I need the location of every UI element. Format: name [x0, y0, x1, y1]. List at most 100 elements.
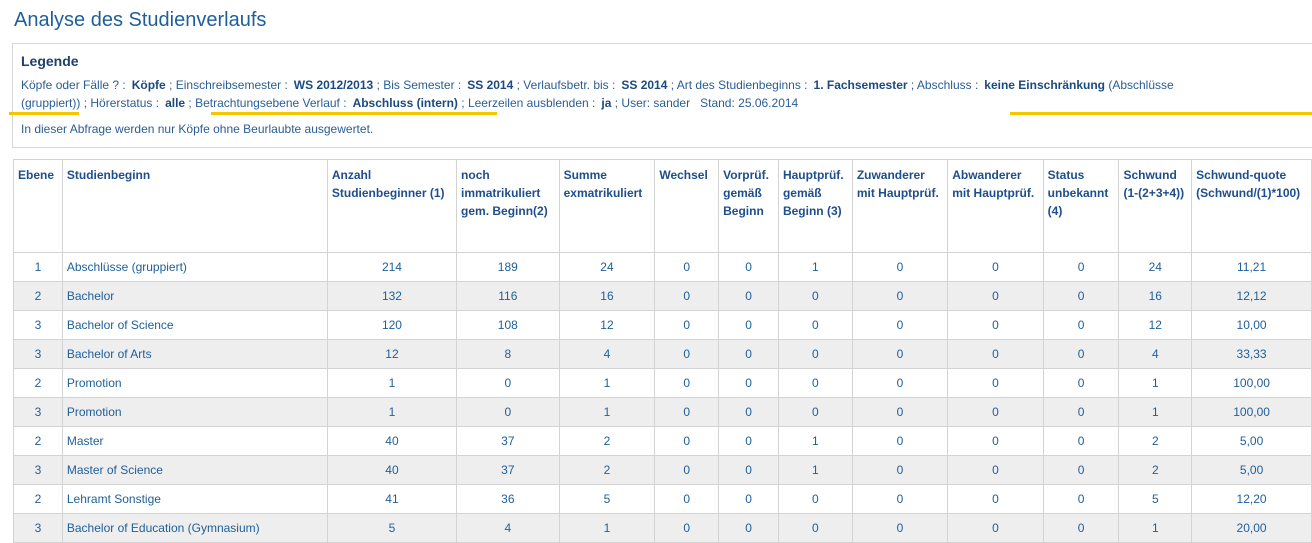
table-cell: 1 [777, 252, 853, 282]
table-cell: 5 [558, 484, 656, 514]
table-cell: 0 [777, 310, 853, 340]
table-cell: 132 [326, 281, 458, 311]
filter-hoererstatus-label: Hörerstatus : [90, 96, 160, 110]
table-cell: 37 [456, 455, 560, 485]
studienverlauf-table: Ebene Studienbeginn Anzahl Studienbeginner… [13, 159, 1312, 543]
table-cell: 0 [1042, 455, 1120, 485]
table-cell: 36 [456, 484, 560, 514]
table-cell: 0 [718, 339, 779, 369]
studienbeginn-cell: Bachelor of Education (Gymnasium) [61, 513, 328, 543]
table-cell: 11,21 [1191, 252, 1312, 282]
table-cell: 12 [558, 310, 656, 340]
table-cell: 0 [1042, 252, 1120, 282]
filter-abschluss-highlight: Abschluss : keine Einschränkung (Abschlüs… [917, 78, 1174, 92]
table-cell: 2 [13, 368, 63, 398]
filter-abschluss-label: Abschluss : [916, 78, 979, 92]
table-cell: 0 [947, 426, 1044, 456]
table-cell: 1 [558, 513, 656, 543]
table-cell: 0 [654, 426, 720, 456]
table-row: 2 Lehramt Sonstige 41 36 5 0 0 0 0 0 0 5 12,20 [13, 484, 1312, 514]
legend-heading: Legende [21, 53, 79, 69]
table-cell: 100,00 [1191, 368, 1312, 398]
filter-abschluss-value: keine Einschränkung [984, 78, 1105, 92]
table-cell: 0 [947, 368, 1044, 398]
filter-leerzeilen-value: ja [601, 96, 612, 110]
column-header: Ebene [13, 159, 63, 253]
filter-studienbeginn-art-label: Art des Studienbeginns : [676, 78, 808, 92]
table-cell: 2 [13, 484, 63, 514]
column-header: noch immatrikuliert gem. Beginn(2) [456, 159, 560, 253]
studienbeginn-cell: Master of Science [61, 455, 328, 485]
table-cell: 24 [1118, 252, 1193, 282]
table-cell: 0 [718, 281, 779, 311]
table-cell: 0 [851, 252, 949, 282]
filter-koepfe-value: Köpfe [131, 78, 166, 92]
column-header: Hauptprüf. gemäß Beginn (3) [777, 159, 853, 253]
table-row: 3 Bachelor of Education (Gymnasium) 5 4 1 0 0 0… [13, 513, 1312, 543]
table-row: 2 Bachelor 132 116 16 0 0 0 0 0 0 16 12,12 [13, 281, 1312, 311]
table-cell: 0 [718, 513, 779, 543]
legend-filter-line-2: (gruppiert)) ; Hörerstatus : alle ; Betra… [21, 96, 799, 110]
filter-betrachtungsebene-value: Abschluss (intern) [352, 96, 458, 110]
page-title: Analyse des Studienverlaufs [14, 9, 267, 31]
table-cell: 0 [777, 339, 853, 369]
table-cell: 0 [777, 484, 853, 514]
table-cell: 0 [1042, 310, 1120, 340]
table-cell: 0 [456, 397, 560, 427]
table-row: 3 Promotion 1 0 1 0 0 0 0 0 0 1 100,00 [13, 397, 1312, 427]
user-info: User: sander [621, 96, 691, 110]
table-cell: 120 [326, 310, 458, 340]
table-cell: 5 [1118, 484, 1193, 514]
column-header: Abwanderer mit Hauptprüf. [947, 159, 1044, 253]
table-cell: 24 [558, 252, 656, 282]
table-cell: 8 [456, 339, 560, 369]
table-cell: 0 [718, 455, 779, 485]
filter-studienbeginn-art-value: 1. Fachsemester [813, 78, 908, 92]
filter-abschluss-extra: (Abschlüsse [1108, 78, 1174, 92]
table-row: 3 Master of Science 40 37 2 0 0 1 0 0 0 2 5,00 [13, 455, 1312, 485]
studienbeginn-cell: Promotion [61, 397, 328, 427]
table-cell: 0 [654, 339, 720, 369]
table-header-row: Ebene Studienbeginn Anzahl Studienbeginner… [13, 159, 1312, 253]
table-cell: 0 [851, 397, 949, 427]
table-cell: 1 [13, 252, 63, 282]
table-cell: 1 [777, 426, 853, 456]
filter-abschluss-continuation: (gruppiert)) [21, 96, 81, 110]
table-cell: 41 [326, 484, 458, 514]
table-cell: 0 [947, 281, 1044, 311]
studienbeginn-cell: Master [61, 426, 328, 456]
filter-bis-semester-label: Bis Semester : [383, 78, 462, 92]
table-cell: 1 [326, 368, 458, 398]
studienbeginn-cell: Abschlüsse (gruppiert) [61, 252, 328, 282]
table-cell: 3 [13, 397, 63, 427]
filter-verlaufsbetr-value: SS 2014 [621, 78, 668, 92]
table-cell: 5 [326, 513, 458, 543]
table-row: 3 Bachelor of Science 120 108 12 0 0 0 0 0 0 12 10,0… [13, 310, 1312, 340]
table-row: 2 Promotion 1 0 1 0 0 0 0 0 0 1 100,00 [13, 368, 1312, 398]
table-row: 3 Bachelor of Arts 12 8 4 0 0 0 0 0 0 4 33,33 [13, 339, 1312, 369]
table-cell: 189 [456, 252, 560, 282]
table-cell: 0 [777, 513, 853, 543]
table-cell: 2 [1118, 455, 1193, 485]
table-cell: 0 [654, 513, 720, 543]
table-cell: 1 [777, 455, 853, 485]
table-cell: 0 [1042, 281, 1120, 311]
table-cell: 0 [947, 513, 1044, 543]
table-cell: 2 [558, 455, 656, 485]
table-cell: 0 [851, 310, 949, 340]
table-cell: 2 [1118, 426, 1193, 456]
column-header: Schwund (1-(2+3+4)) [1118, 159, 1193, 253]
abschluss-highlight-underline [1010, 112, 1312, 115]
table-cell: 40 [326, 455, 458, 485]
table-cell: 5,00 [1191, 455, 1312, 485]
betrachtungsebene-highlight-underline [211, 112, 497, 115]
filter-verlaufsbetr-label: Verlaufsbetr. bis : [523, 78, 616, 92]
table-cell: 1 [1118, 397, 1193, 427]
table-cell: 0 [1042, 339, 1120, 369]
table-cell: 2 [558, 426, 656, 456]
table-cell: 20,00 [1191, 513, 1312, 543]
table-cell: 4 [456, 513, 560, 543]
table-cell: 0 [718, 252, 779, 282]
table-cell: 0 [718, 310, 779, 340]
stand-date: Stand: 25.06.2014 [700, 96, 799, 110]
